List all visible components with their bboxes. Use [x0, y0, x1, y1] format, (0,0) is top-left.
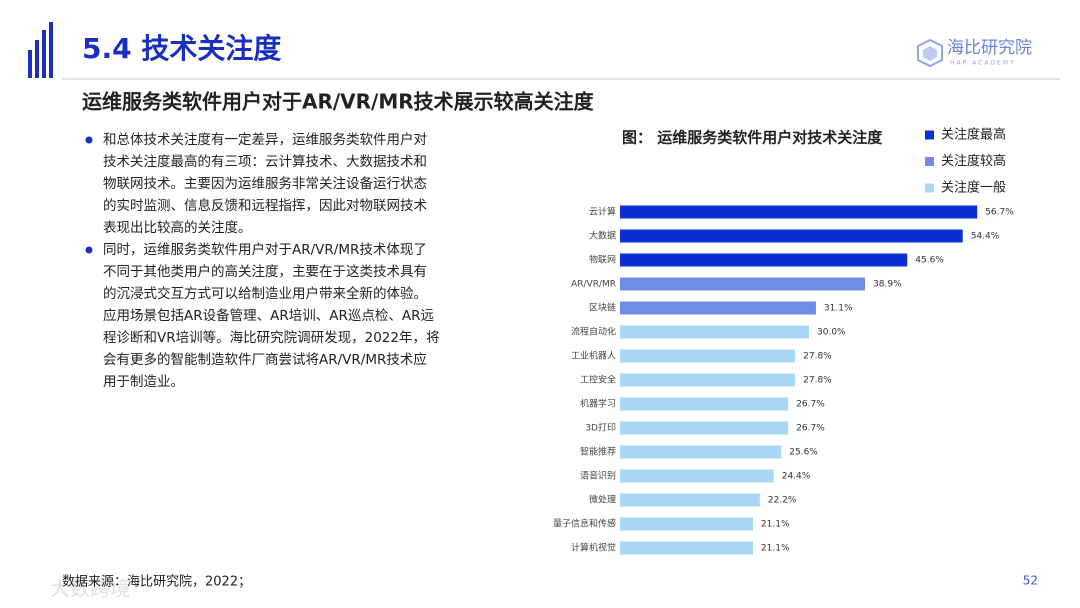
value-label: 45.6% [915, 256, 944, 266]
y-tick-label: 机器学习 [580, 398, 616, 410]
bullet-text: 同时，运维服务类软件用户对于AR/VR/MR技术体现了 [103, 241, 427, 258]
header-bar [49, 22, 53, 78]
bullet-text: 表现出比较高的关注度。 [103, 219, 252, 236]
value-label: 27.8% [803, 376, 832, 386]
bar [620, 301, 816, 315]
legend-swatch [925, 157, 934, 166]
y-tick-label: 计算机视觉 [571, 542, 616, 554]
bullet-text: 的实时监测、信息反馈和远程指挥，因此对物联网技术 [103, 197, 427, 214]
bar [620, 253, 908, 267]
bar [620, 445, 782, 459]
y-tick-label: 智能推荐 [580, 446, 616, 458]
value-label: 21.1% [761, 520, 790, 530]
y-tick-label: 大数据 [589, 230, 616, 242]
bar [620, 205, 978, 219]
page-number: 52 [1023, 574, 1038, 588]
value-label: 38.9% [873, 280, 902, 290]
logo-text: 海比研究院 [947, 38, 1032, 58]
value-label: 27.8% [803, 352, 832, 362]
header-bar [42, 30, 46, 78]
bar [620, 325, 809, 339]
value-label: 25.6% [789, 448, 818, 458]
logo-subtext: HAP ACADEMY [950, 60, 1016, 67]
header-bar [28, 50, 32, 78]
legend-label: 关注度最高 [941, 127, 1006, 143]
y-tick-label: 物联网 [589, 254, 616, 266]
legend-swatch [925, 183, 934, 193]
y-tick-label: 区块链 [589, 302, 616, 314]
value-label: 24.4% [782, 472, 811, 482]
y-tick-label: 量子信息和传感 [553, 518, 616, 530]
bullet-text: 应用场景包括AR设备管理、AR培训、AR巡点检、AR远 [103, 307, 434, 324]
y-tick-label: AR/VR/MR [571, 280, 616, 290]
value-label: 22.2% [768, 496, 797, 506]
bullet-text: 物联网技术。主要因为运维服务非常关注设备运行状态 [103, 175, 427, 192]
y-tick-label: 3D打印 [585, 422, 616, 434]
subtitle: 运维服务类软件用户对于AR/VR/MR技术展示较高关注度 [82, 90, 595, 114]
value-label: 26.7% [796, 400, 825, 410]
value-label: 31.1% [824, 304, 853, 314]
bar [620, 229, 963, 243]
bullet-dot [85, 136, 93, 144]
bullet-text: 用于制造业。 [103, 374, 184, 390]
bullet-text: 和总体技术关注度有一定差异，运维服务类软件用户对 [103, 131, 427, 148]
slide-title: 5.4 技术关注度 [82, 32, 281, 65]
chart-title: 图： 运维服务类软件用户对技术关注度 [622, 129, 883, 147]
source-note: 数据来源：海比研究院，2022； [62, 575, 251, 590]
bar [620, 421, 789, 435]
bar [620, 349, 796, 363]
legend-label: 关注度一般 [941, 180, 1006, 196]
bullet-text: 程诊断和VR培训等。海比研究院调研发现，2022年，将 [103, 329, 439, 346]
bullet-dot [85, 246, 93, 254]
y-tick-label: 微处理 [589, 494, 616, 506]
bar [620, 541, 753, 555]
bar [620, 397, 789, 411]
y-tick-label: 语音识别 [580, 470, 616, 482]
bullet-text: 不同于其他类用户的高关注度，主要在于这类技术具有 [103, 263, 427, 280]
legend-swatch [925, 130, 934, 140]
bar [620, 517, 753, 531]
bullet-text: 的沉浸式交互方式可以给制造业用户带来全新的体验。 [103, 285, 427, 302]
value-label: 30.0% [817, 328, 846, 338]
value-label: 56.7% [985, 208, 1014, 218]
value-label: 54.4% [971, 232, 1000, 242]
bar [620, 469, 774, 483]
bullet-text: 会有更多的智能制造软件厂商尝试将AR/VR/MR技术应 [103, 351, 427, 368]
value-label: 26.7% [796, 424, 825, 434]
legend-label: 关注度较高 [941, 153, 1006, 169]
bar [620, 493, 760, 507]
y-tick-label: 流程自动化 [571, 326, 616, 338]
bar [620, 373, 796, 387]
watermark: 大数跨境 [50, 577, 130, 601]
bar [620, 277, 866, 291]
y-tick-label: 云计算 [589, 206, 616, 218]
value-label: 21.1% [761, 544, 790, 554]
logo-icon [917, 38, 943, 68]
bullet-text: 技术关注度最高的有三项：云计算技术、大数据技术和 [103, 153, 427, 170]
header-bar [35, 40, 39, 78]
y-tick-label: 工业机器人 [571, 350, 616, 362]
y-tick-label: 工控安全 [580, 374, 616, 386]
